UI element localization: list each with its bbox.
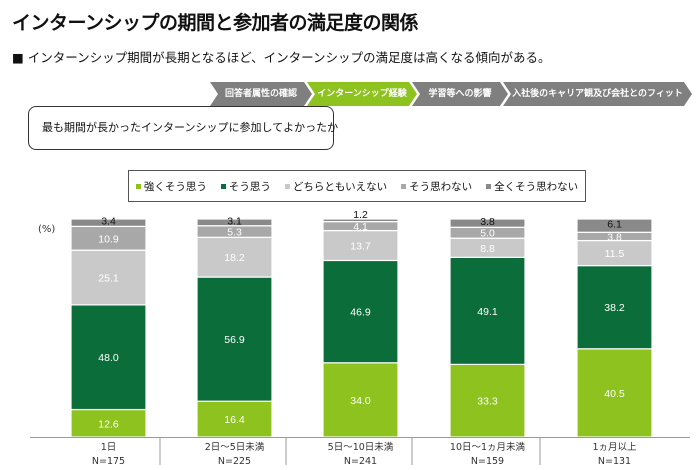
bar-segment xyxy=(322,229,399,262)
step-respondent-attributes: 回答者属性の確認 xyxy=(210,82,312,106)
data-label: 38.2 xyxy=(604,302,625,314)
y-axis-unit: (%) xyxy=(38,224,56,235)
legend-swatch xyxy=(220,183,226,189)
legend-swatch xyxy=(486,183,492,189)
data-label: 4.1 xyxy=(353,221,368,233)
data-label: 12.6 xyxy=(98,418,119,430)
legend-label: そう思う xyxy=(228,180,271,193)
data-label: 10.9 xyxy=(98,233,119,245)
data-label: 46.9 xyxy=(350,307,371,319)
bar-segment xyxy=(576,218,653,233)
category-label: 2日～5日未満 xyxy=(204,442,265,453)
data-label: 33.3 xyxy=(477,396,498,408)
category-label: 1日 xyxy=(100,442,117,453)
data-label: 25.1 xyxy=(98,273,119,285)
bar-segment xyxy=(196,218,273,227)
x-tick-label: 10日～1ヵ月未満 N=159 xyxy=(418,441,558,469)
sample-size-label: N=131 xyxy=(597,456,632,467)
page-subtitle: ■ インターンシップ期間が長期となるほど、インターンシップの満足度は高くなる傾向… xyxy=(12,50,551,65)
data-label: 40.5 xyxy=(604,388,625,400)
bar-segment xyxy=(322,218,399,223)
data-label: 5.0 xyxy=(480,228,495,240)
bar-segment xyxy=(322,259,399,364)
legend: 強くそう思う そう思う どちらともいえない そう思わない 全くそう思わない xyxy=(128,170,586,202)
legend-item: 全くそう思わない xyxy=(486,179,578,194)
legend-item: どちらともいえない xyxy=(284,179,388,194)
sample-size-label: N=225 xyxy=(217,456,252,467)
legend-label: そう思わない xyxy=(409,180,473,193)
data-label: 5.3 xyxy=(227,227,242,239)
legend-swatch xyxy=(284,183,290,189)
x-tick-label: 1ヵ月以上 N=131 xyxy=(545,441,685,469)
sample-size-label: N=159 xyxy=(470,456,505,467)
data-label: 56.9 xyxy=(224,334,245,346)
page-title: インターンシップの期間と参加者の満足度の関係 xyxy=(12,12,419,34)
data-label: 3.8 xyxy=(607,231,622,243)
data-label: 34.0 xyxy=(350,395,371,407)
step-learning-impact: 学習等への影響 xyxy=(412,82,508,106)
bar-segment xyxy=(70,304,147,411)
data-label: 48.0 xyxy=(98,352,119,364)
bar-segment xyxy=(449,218,526,228)
bar-segment xyxy=(576,265,653,350)
data-label: 1.2 xyxy=(353,209,368,221)
category-label: 5日～10日未満 xyxy=(327,442,394,453)
legend-label: 全くそう思わない xyxy=(494,180,579,193)
bar-segment xyxy=(449,256,526,366)
data-label: 49.1 xyxy=(477,306,498,318)
x-tick-label: 5日～10日未満 N=241 xyxy=(291,441,431,469)
process-steps: 回答者属性の確認 インターンシップ経験 学習等への影響 入社後のキャリア観及び会… xyxy=(210,82,692,106)
bar-segment xyxy=(576,348,653,438)
category-label: 10日～1ヵ月未満 xyxy=(449,442,526,453)
data-label: 8.8 xyxy=(480,243,495,255)
data-label: 3.8 xyxy=(480,216,495,228)
legend-item: そう思わない xyxy=(401,179,472,194)
category-label: 1ヵ月以上 xyxy=(592,442,637,453)
data-label: 11.5 xyxy=(605,248,625,260)
bar-segment xyxy=(70,408,147,438)
legend-item: そう思う xyxy=(220,179,271,194)
x-tick-label: 1日 N=175 xyxy=(39,441,179,469)
question-box: 最も期間が長かったインターンシップに参加してよかったか xyxy=(28,106,338,150)
data-label: 3.1 xyxy=(227,215,242,227)
step-internship-experience: インターンシップ経験 xyxy=(307,82,417,106)
data-label: 13.7 xyxy=(350,241,371,253)
sample-size-label: N=175 xyxy=(91,456,126,467)
data-label: 16.4 xyxy=(224,414,245,426)
bar-segment xyxy=(70,218,147,228)
step-career-fit: 入社後のキャリア観及び会社とのフィット xyxy=(503,82,692,106)
x-tick-label: 2日～5日未満 N=225 xyxy=(165,441,305,469)
bar-segment xyxy=(449,363,526,438)
legend-label: どちらともいえない xyxy=(292,180,388,193)
data-label: 18.2 xyxy=(224,252,245,264)
bar-segment xyxy=(196,236,273,278)
sample-size-label: N=241 xyxy=(343,456,378,467)
legend-swatch xyxy=(135,183,141,189)
legend-item: 強くそう思う xyxy=(135,179,207,194)
data-label: 6.1 xyxy=(607,219,622,231)
legend-label: 強くそう思う xyxy=(143,180,207,193)
legend-swatch xyxy=(401,183,407,189)
data-label: 3.4 xyxy=(101,216,116,228)
